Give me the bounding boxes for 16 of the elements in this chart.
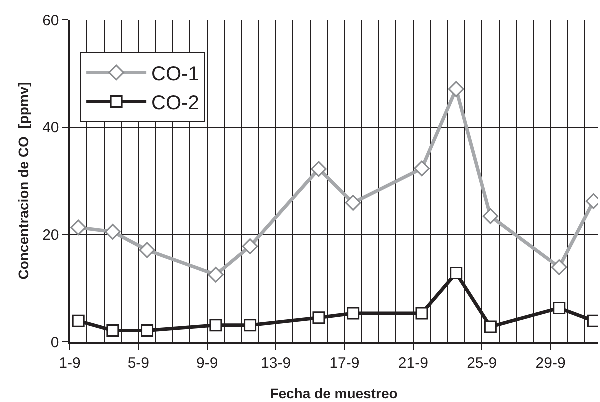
y-tick-label: 0 [50, 334, 60, 352]
x-tick-label: 5-9 [128, 354, 150, 372]
x-axis-title: Fecha de muestreo [270, 386, 398, 402]
y-axis-title: Concentracion de CO [ppmv] [16, 82, 32, 280]
x-tick-label: 1-9 [59, 354, 81, 372]
y-tick-label: 60 [42, 12, 60, 30]
x-tick-label: 17-9 [330, 354, 360, 372]
x-tick-label: 25-9 [467, 354, 498, 372]
x-tick-label: 9-9 [196, 354, 218, 372]
x-tick-label: 21-9 [398, 354, 428, 372]
legend-label: CO-1 [152, 64, 200, 86]
y-tick-label: 40 [42, 120, 60, 137]
y-tick-label: 20 [42, 226, 60, 244]
legend-label: CO-2 [152, 92, 200, 114]
x-tick-label: 13-9 [261, 354, 292, 372]
x-tick-label: 29-9 [536, 354, 566, 372]
